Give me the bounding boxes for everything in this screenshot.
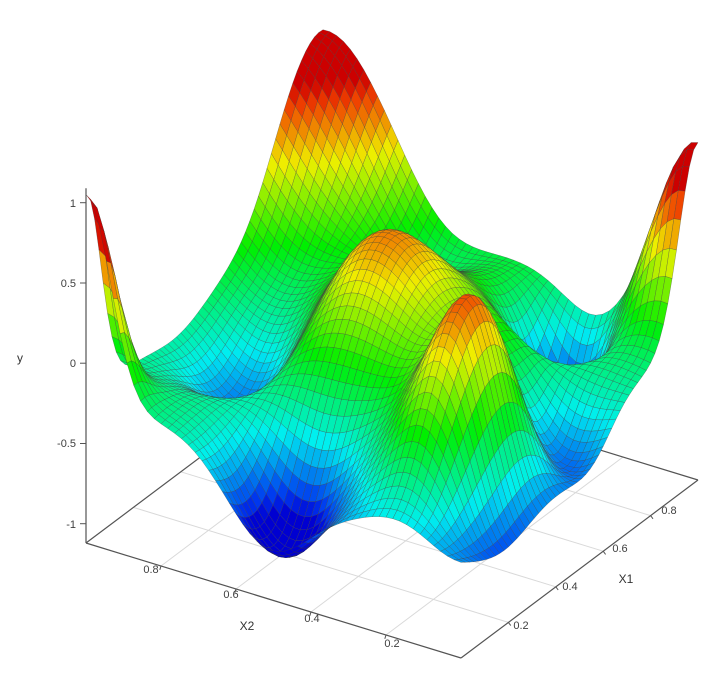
svg-text:0: 0 <box>70 358 76 370</box>
svg-text:0.2: 0.2 <box>513 620 528 632</box>
svg-text:X2: X2 <box>240 619 255 633</box>
svg-text:0.6: 0.6 <box>223 589 238 601</box>
svg-text:0.8: 0.8 <box>661 505 676 517</box>
svg-text:0.8: 0.8 <box>143 564 158 576</box>
svg-text:0.6: 0.6 <box>612 543 627 555</box>
svg-text:1: 1 <box>70 198 76 210</box>
svg-text:-1: -1 <box>66 519 76 531</box>
svg-text:0.4: 0.4 <box>562 581 577 593</box>
svg-text:X1: X1 <box>619 572 634 586</box>
svg-text:y: y <box>17 351 23 365</box>
svg-text:-0.5: -0.5 <box>57 438 76 450</box>
svg-text:0.5: 0.5 <box>61 278 76 290</box>
svg-text:0.2: 0.2 <box>384 638 399 650</box>
svg-text:0.4: 0.4 <box>304 613 319 625</box>
